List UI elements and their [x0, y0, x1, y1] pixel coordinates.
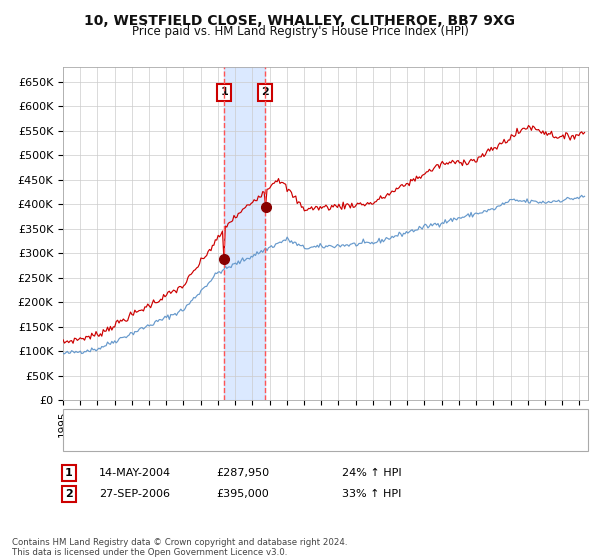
Text: 14-MAY-2004: 14-MAY-2004: [99, 468, 171, 478]
Text: 10, WESTFIELD CLOSE, WHALLEY, CLITHEROE, BB7 9XG: 10, WESTFIELD CLOSE, WHALLEY, CLITHEROE,…: [85, 14, 515, 28]
Text: 33% ↑ HPI: 33% ↑ HPI: [342, 489, 401, 499]
Text: Contains HM Land Registry data © Crown copyright and database right 2024.
This d: Contains HM Land Registry data © Crown c…: [12, 538, 347, 557]
Text: 2: 2: [261, 87, 269, 97]
Text: 27-SEP-2006: 27-SEP-2006: [99, 489, 170, 499]
Text: ——: ——: [72, 414, 97, 427]
Text: 1: 1: [220, 87, 228, 97]
Text: Price paid vs. HM Land Registry's House Price Index (HPI): Price paid vs. HM Land Registry's House …: [131, 25, 469, 38]
Bar: [224, 67, 265, 400]
Text: 24% ↑ HPI: 24% ↑ HPI: [342, 468, 401, 478]
Text: 10, WESTFIELD CLOSE, WHALLEY, CLITHEROE, BB7 9XG (detached house): 10, WESTFIELD CLOSE, WHALLEY, CLITHEROE,…: [96, 416, 481, 426]
Text: ——: ——: [72, 432, 97, 446]
Text: 2: 2: [65, 489, 73, 499]
Text: 1: 1: [65, 468, 73, 478]
Text: HPI: Average price, detached house, Ribble Valley: HPI: Average price, detached house, Ribb…: [96, 434, 356, 444]
Text: £395,000: £395,000: [216, 489, 269, 499]
Text: £287,950: £287,950: [216, 468, 269, 478]
